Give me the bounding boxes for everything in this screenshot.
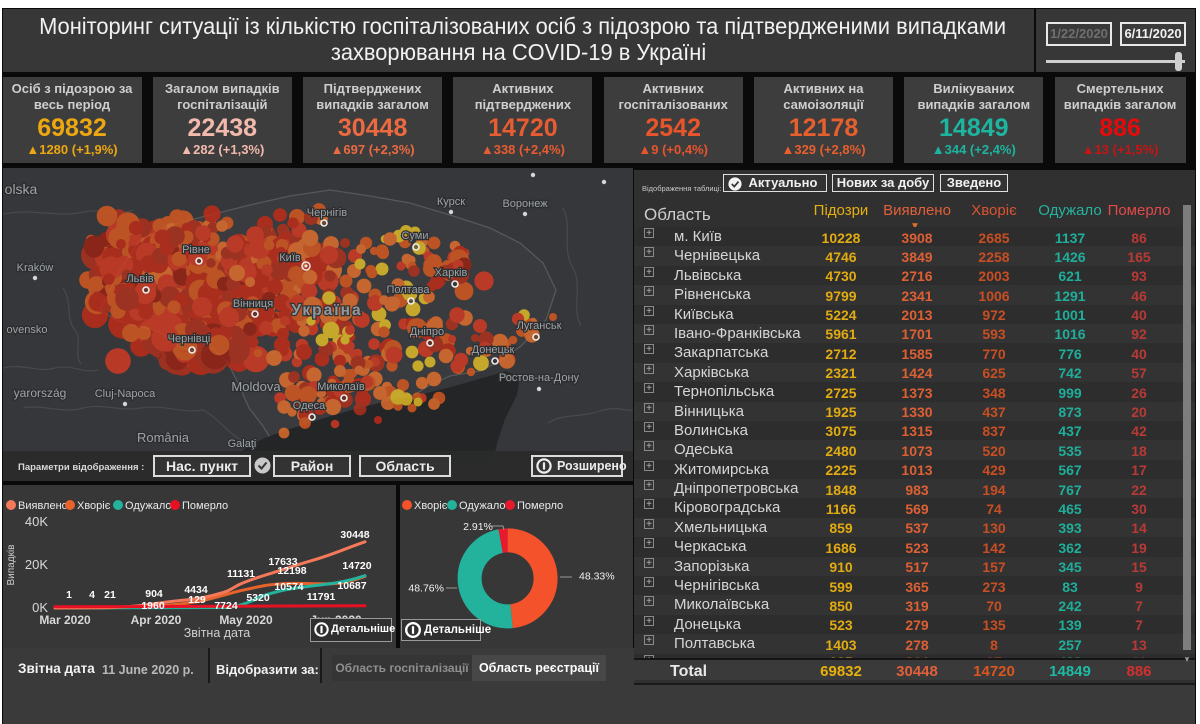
- svg-text:Apr 2020: Apr 2020: [131, 613, 182, 627]
- svg-text:40K: 40K: [25, 514, 48, 529]
- svg-text:1: 1: [66, 589, 72, 601]
- svg-text:Одеса: Одеса: [293, 400, 326, 412]
- svg-text:Полтава: Полтава: [386, 284, 430, 296]
- svg-text:21: 21: [104, 589, 116, 601]
- svg-text:ovensko: ovensko: [7, 324, 48, 336]
- svg-text:Померло: Померло: [517, 500, 563, 512]
- svg-text:Cluj-Napoca: Cluj-Napoca: [95, 388, 156, 400]
- svg-text:Хворіє: Хворіє: [77, 500, 111, 512]
- svg-text:Galaţi: Galaţi: [228, 438, 257, 450]
- svg-text:yarország: yarország: [14, 386, 67, 400]
- svg-text:România: România: [137, 430, 190, 445]
- svg-text:2.91%: 2.91%: [463, 521, 493, 533]
- svg-text:Mar 2020: Mar 2020: [39, 613, 91, 627]
- svg-text:0K: 0K: [32, 600, 48, 615]
- svg-text:129: 129: [188, 594, 206, 606]
- svg-text:Хворіє: Хворіє: [414, 500, 448, 512]
- svg-text:48.76%: 48.76%: [408, 583, 444, 595]
- svg-text:olska: olska: [5, 181, 38, 197]
- svg-text:Випадків: Випадків: [6, 545, 17, 586]
- svg-text:Дніпро: Дніпро: [410, 326, 444, 338]
- svg-text:Одужало: Одужало: [459, 500, 506, 512]
- svg-text:Рівне: Рівне: [182, 244, 210, 256]
- svg-text:12198: 12198: [277, 565, 306, 577]
- svg-text:1960: 1960: [141, 600, 165, 612]
- svg-text:Суми: Суми: [401, 230, 428, 242]
- svg-text:4434: 4434: [184, 584, 208, 596]
- svg-text:Харків: Харків: [435, 267, 468, 279]
- svg-text:30448: 30448: [340, 529, 369, 541]
- svg-text:Одужало: Одужало: [125, 500, 172, 512]
- svg-text:Звітна дата: Звітна дата: [184, 626, 251, 640]
- svg-text:Ростов-на-Дону: Ростов-на-Дону: [499, 372, 580, 384]
- svg-text:Луганськ: Луганськ: [517, 320, 562, 332]
- svg-text:Воронеж: Воронеж: [502, 198, 548, 210]
- svg-text:11131: 11131: [227, 568, 255, 580]
- svg-text:Moldova: Moldova: [231, 379, 281, 394]
- svg-text:17633: 17633: [268, 556, 297, 568]
- svg-text:10574: 10574: [274, 581, 303, 593]
- svg-text:20K: 20K: [25, 557, 48, 572]
- svg-text:Львів: Львів: [126, 273, 153, 285]
- svg-text:10687: 10687: [337, 580, 366, 592]
- svg-text:May 2020: May 2020: [219, 613, 273, 627]
- svg-text:Курск: Курск: [437, 196, 465, 208]
- svg-text:Київ: Київ: [279, 252, 301, 264]
- svg-text:Чернігів: Чернігів: [307, 207, 348, 219]
- svg-text:Виявлено: Виявлено: [18, 500, 68, 512]
- svg-text:Чернівці: Чернівці: [168, 333, 211, 345]
- svg-text:48.33%: 48.33%: [579, 571, 615, 583]
- svg-text:Донецьк: Донецьк: [472, 344, 515, 356]
- svg-text:14720: 14720: [342, 560, 371, 572]
- svg-text:Україна: Україна: [291, 302, 362, 319]
- svg-text:11791: 11791: [307, 591, 336, 603]
- svg-text:Kraków: Kraków: [17, 262, 54, 274]
- svg-text:904: 904: [145, 588, 163, 600]
- svg-text:Миколаїв: Миколаїв: [317, 381, 365, 393]
- svg-text:7724: 7724: [214, 600, 238, 612]
- svg-text:Померло: Померло: [182, 500, 228, 512]
- svg-text:Вінниця: Вінниця: [233, 298, 273, 310]
- svg-text:4: 4: [89, 589, 95, 601]
- svg-text:5320: 5320: [246, 592, 270, 604]
